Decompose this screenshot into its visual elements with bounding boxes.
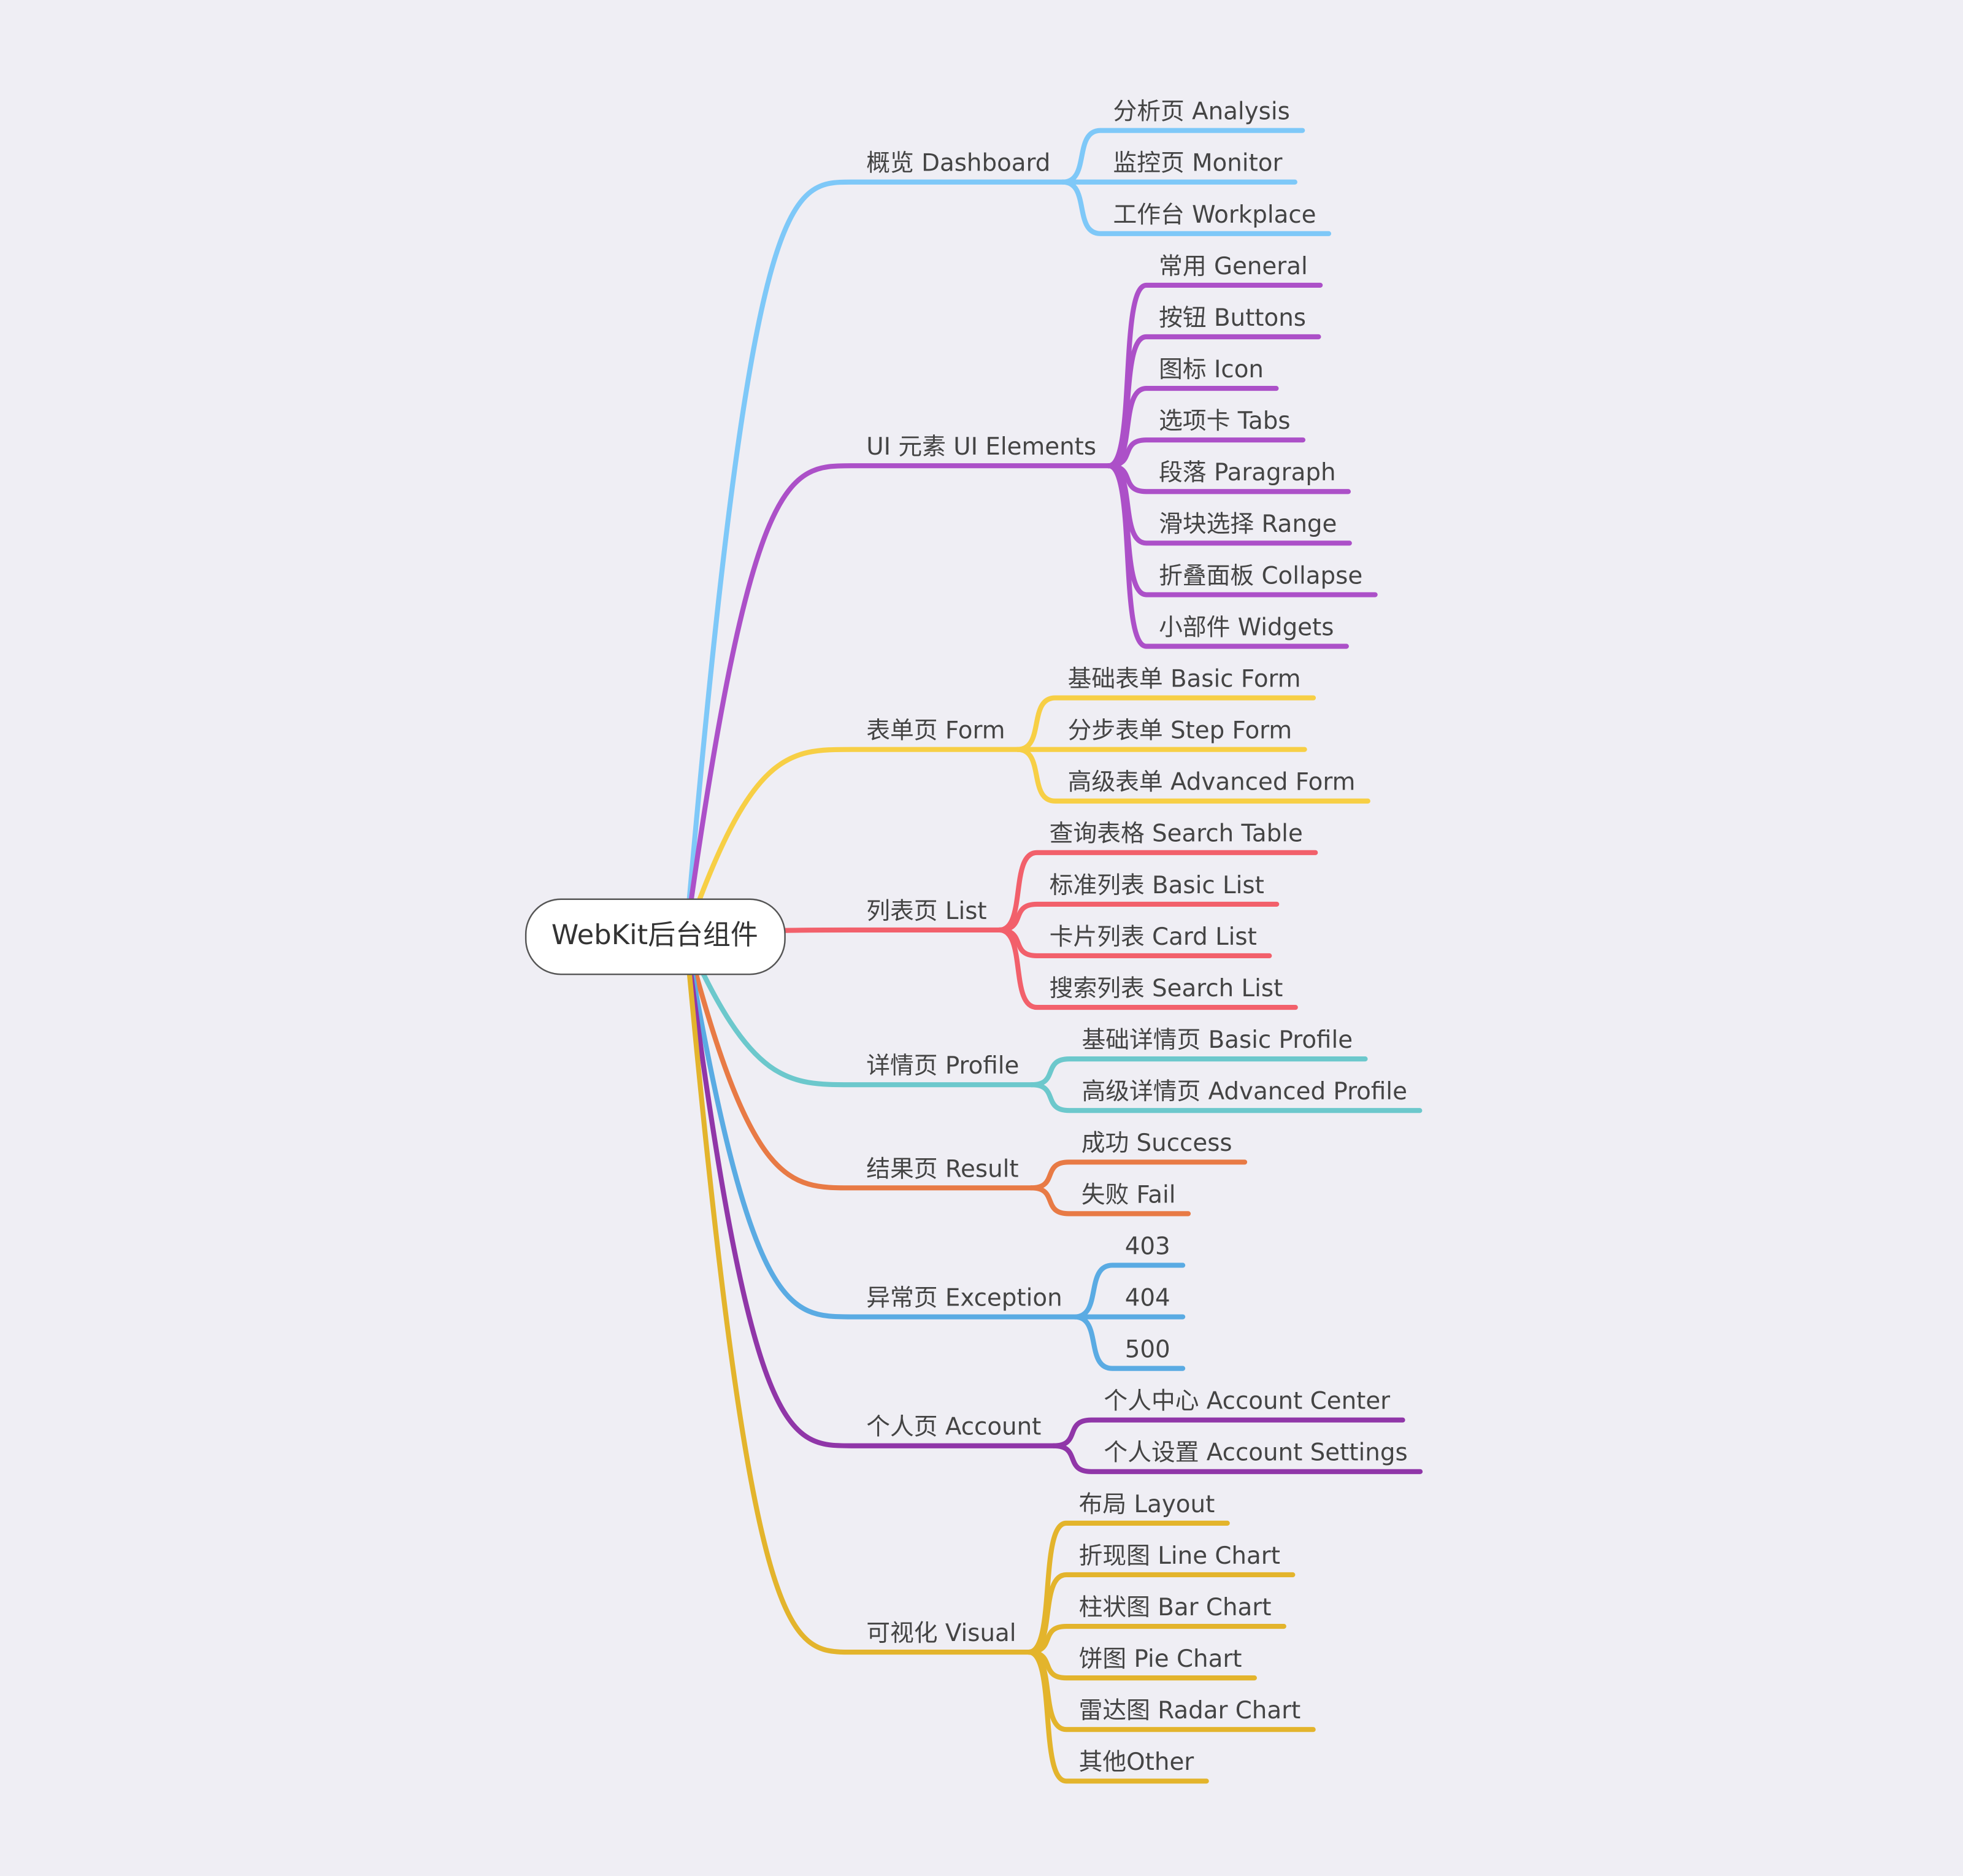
leaf-label: 选项卡 Tabs [1159,407,1290,435]
branch-label: 列表页 List [866,898,986,925]
leaf-link [1060,179,1332,236]
leaf-label: 403 [1125,1232,1170,1260]
branch-link [683,934,1034,1088]
branch-link [683,747,1021,940]
links [683,128,1423,1784]
branch-link [683,179,1066,940]
leaf-label: 常用 General [1159,253,1308,280]
leaf-link [1015,747,1370,804]
root-box [524,898,786,975]
branch-label: 表单页 Form [866,717,1005,745]
leaf-label: 饼图 Pie Chart [1079,1645,1242,1673]
leaf-label: 高级表单 Advanced Form [1068,769,1356,796]
branch-link [683,463,1112,940]
branch-link [683,934,1078,1320]
leaf-link [1106,463,1349,649]
leaf-link [1051,1443,1423,1474]
branch-link [683,934,1056,1448]
leaf-label: 404 [1125,1284,1170,1312]
leaf-link [1026,1650,1209,1784]
leaf-label: 分步表单 Step Form [1068,717,1293,745]
leaf-label: 失败 Fail [1081,1181,1176,1209]
branch-link [683,934,1034,1191]
leaf-label: 监控页 Monitor [1113,150,1282,177]
leaf-label: 柱状图 Bar Chart [1079,1594,1272,1621]
branch-link [683,934,1032,1655]
branch-label: UI 元素 UI Elements [866,433,1096,461]
leaf-label: 工作台 Workplace [1113,201,1316,229]
leaf-label: 成功 Success [1081,1129,1232,1157]
leaf-link [1072,1314,1186,1371]
branch-label: 可视化 Visual [866,1620,1016,1647]
branch-label: 个人页 Account [866,1413,1041,1441]
leaf-label: 小部件 Widgets [1159,613,1334,641]
leaf-link [1028,1185,1191,1217]
leaf-label: 搜索列表 Search List [1050,975,1283,1002]
leaf-label: 基础表单 Basic Form [1068,666,1301,693]
leaf-label: 滑块选择 Range [1159,510,1337,538]
leaf-label: 折叠面板 Collapse [1159,562,1362,590]
leaf-link [1060,128,1305,185]
leaf-label: 标准列表 Basic List [1050,872,1264,899]
leaf-label: 布局 Layout [1079,1491,1215,1518]
leaf-link [1072,1263,1186,1320]
leaf-label: 其他Other [1079,1748,1194,1776]
leaf-label: 个人中心 Account Center [1104,1388,1390,1415]
leaf-label: 雷达图 Radar Chart [1079,1697,1301,1724]
leaf-link [1015,695,1316,752]
leaf-label: 基础详情页 Basic Profile [1081,1026,1353,1054]
root-label: WebKit后台组件 [551,918,758,951]
branch-label: 概览 Dashboard [866,150,1050,177]
branch-label: 详情页 Profile [866,1052,1019,1080]
leaf-label: 按钮 Buttons [1159,304,1306,332]
leaf-label: 卡片列表 Card List [1050,923,1257,951]
leaf-label: 查询表格 Search Table [1050,820,1303,848]
leaf-label: 图标 Icon [1159,356,1264,383]
branch-label: 结果页 Result [866,1155,1018,1183]
leaf-link [1029,1082,1423,1113]
leaf-label: 折现图 Line Chart [1079,1542,1280,1570]
leaf-label: 分析页 Analysis [1113,98,1289,126]
leaf-label: 高级详情页 Advanced Profile [1081,1078,1407,1105]
leaf-label: 段落 Paragraph [1159,459,1335,486]
leaf-label: 个人设置 Account Settings [1104,1439,1407,1467]
leaf-link [996,927,1298,1010]
branch-label: 异常页 Exception [866,1284,1062,1312]
leaf-label: 500 [1125,1336,1170,1364]
